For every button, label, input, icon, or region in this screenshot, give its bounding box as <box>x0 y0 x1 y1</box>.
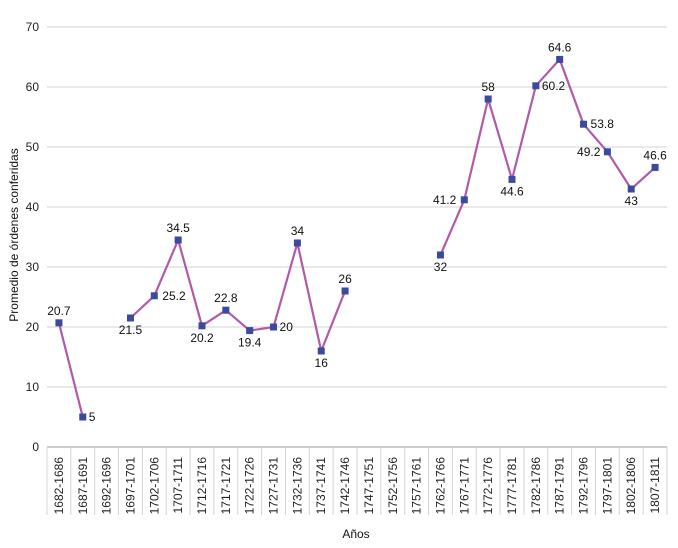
data-point <box>580 120 588 128</box>
data-label: 21.5 <box>119 323 143 337</box>
x-tick-label: 1737-1741 <box>314 457 328 515</box>
x-tick-label: 1797-1801 <box>600 457 614 515</box>
x-tick-label: 1807-1811 <box>648 457 662 514</box>
data-point <box>484 95 492 103</box>
x-tick-label: 1747-1751 <box>362 457 376 515</box>
data-label: 53.8 <box>591 117 615 131</box>
data-point <box>317 347 325 355</box>
data-label: 34 <box>291 224 305 238</box>
x-tick-label: 1697-1701 <box>123 457 137 515</box>
data-point <box>532 82 540 90</box>
data-label: 46.6 <box>643 148 667 162</box>
x-axis-title: Años <box>342 527 369 541</box>
y-tick-label: 0 <box>32 440 39 454</box>
x-tick-label: 1687-1691 <box>76 457 90 515</box>
data-point <box>79 413 87 421</box>
data-label: 22.8 <box>214 291 238 305</box>
y-tick-label: 30 <box>26 260 40 274</box>
data-point <box>627 185 635 193</box>
data-label: 34.5 <box>166 221 190 235</box>
data-point <box>222 306 230 314</box>
data-label: 20.2 <box>190 331 214 345</box>
data-point <box>174 236 182 244</box>
data-label: 58 <box>481 80 495 94</box>
x-tick-label: 1692-1696 <box>100 457 114 515</box>
data-point <box>556 55 564 63</box>
x-tick-label: 1732-1736 <box>290 457 304 515</box>
series-line <box>57 58 656 418</box>
x-tick-label: 1787-1791 <box>553 457 567 515</box>
x-tick-label: 1792-1796 <box>577 457 591 515</box>
y-tick-label: 10 <box>26 380 40 394</box>
data-point <box>293 239 301 247</box>
y-tick-labels: 0 10 20 30 40 50 60 70 <box>26 20 40 454</box>
series-segment <box>129 238 347 353</box>
series-segment <box>439 58 656 256</box>
x-tick-label: 1707-1711 <box>171 457 185 514</box>
y-tick-label: 60 <box>26 80 40 94</box>
data-label: 19.4 <box>238 336 262 350</box>
data-point <box>341 287 349 295</box>
x-tick-label: 1772-1776 <box>481 457 495 515</box>
data-label: 25.2 <box>162 289 186 303</box>
x-tick-label: 1767-1771 <box>457 457 471 515</box>
y-tick-label: 70 <box>26 20 40 34</box>
data-label: 60.2 <box>542 79 566 93</box>
data-point <box>55 319 63 327</box>
data-label: 64.6 <box>548 40 572 54</box>
data-label: 26 <box>338 272 352 286</box>
x-tick-label: 1762-1766 <box>433 457 447 515</box>
data-point <box>436 251 444 259</box>
x-tick-label: 1727-1731 <box>267 457 281 515</box>
data-point <box>651 163 659 171</box>
x-tick-label: 1717-1721 <box>219 457 233 515</box>
data-point <box>460 196 468 204</box>
x-tick-label: 1782-1786 <box>529 457 543 515</box>
x-tick-label: 1752-1756 <box>386 457 400 515</box>
data-label: 49.2 <box>577 145 601 159</box>
data-point <box>150 292 158 300</box>
data-point <box>270 323 278 331</box>
data-label: 44.6 <box>500 184 524 198</box>
x-tick-labels: 1682-1686 1687-1691 1692-1696 1697-1701 1702… <box>52 457 662 515</box>
data-point <box>508 175 516 183</box>
data-label: 32 <box>434 260 448 274</box>
y-tick-label: 20 <box>26 320 40 334</box>
data-point <box>198 322 206 330</box>
data-label: 20 <box>280 320 294 334</box>
series-segment <box>57 322 84 418</box>
data-labels: 20.7 5 21.5 25.2 34.5 20.2 22.8 19.4 20 34 16 26 32 4… <box>47 40 667 424</box>
y-tick-label: 50 <box>26 140 40 154</box>
data-label: 43 <box>625 194 639 208</box>
data-label: 16 <box>315 356 329 370</box>
x-tick-label: 1742-1746 <box>338 457 352 515</box>
data-point <box>246 327 254 335</box>
x-tick-label: 1757-1761 <box>410 457 424 515</box>
data-point <box>603 148 611 156</box>
x-tick-label: 1682-1686 <box>52 457 66 515</box>
y-tick-label: 40 <box>26 200 40 214</box>
data-point <box>126 314 134 322</box>
x-tick-label: 1722-1726 <box>243 457 257 515</box>
gridlines <box>46 26 668 515</box>
data-label: 20.7 <box>47 304 71 318</box>
data-label: 41.2 <box>433 193 457 207</box>
data-points <box>55 55 659 421</box>
x-tick-label: 1802-1806 <box>624 457 638 515</box>
y-axis-title: Promedio de órdenes conferidas <box>7 148 21 321</box>
x-tick-label: 1712-1716 <box>195 457 209 515</box>
x-tick-label: 1702-1706 <box>147 457 161 515</box>
x-tick-label: 1777-1781 <box>505 457 519 515</box>
data-label: 5 <box>89 410 96 424</box>
